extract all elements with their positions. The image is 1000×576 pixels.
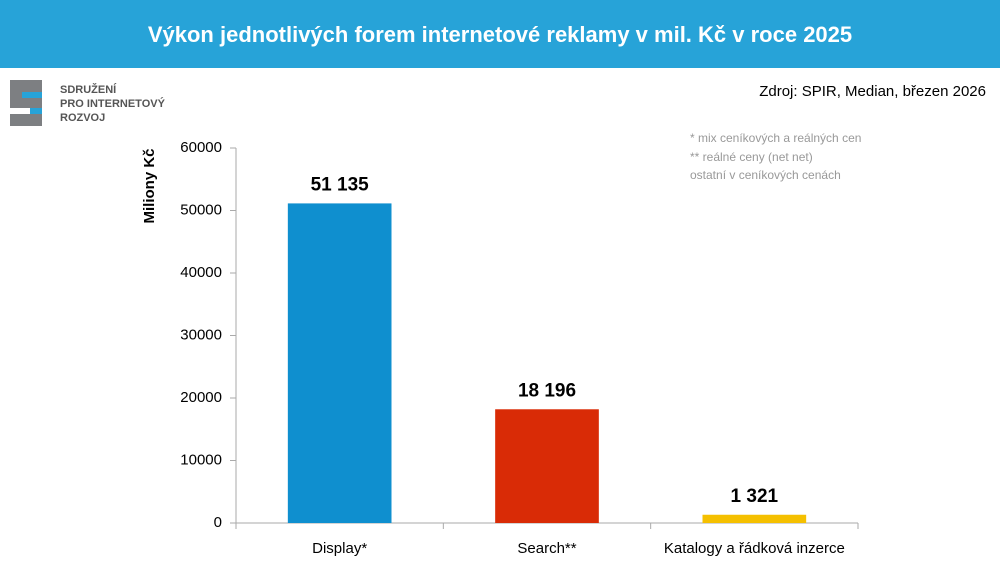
y-tick-label: 60000 [180, 139, 222, 156]
bar [495, 409, 599, 523]
y-axis-label: Miliony Kč [141, 148, 158, 223]
note: * mix ceníkových a reálných cen [690, 131, 861, 145]
x-tick-label: Katalogy a řádková inzerce [664, 540, 845, 557]
y-tick-label: 30000 [180, 326, 222, 343]
bar [287, 203, 392, 523]
logo-text: PRO INTERNETOVÝ [60, 97, 166, 110]
logo-text: ROZVOJ [60, 112, 105, 124]
value-label: 1 321 [731, 486, 779, 507]
bar [702, 514, 807, 523]
logo-text: SDRUŽENÍ [60, 83, 117, 96]
note: ** reálné ceny (net net) [690, 150, 813, 164]
y-tick-label: 50000 [180, 201, 222, 218]
chart-title: Výkon jednotlivých forem internetové rek… [148, 22, 852, 47]
y-tick-label: 10000 [180, 451, 222, 468]
value-label: 18 196 [518, 380, 576, 401]
header-bar [0, 0, 1000, 68]
source: Zdroj: SPIR, Median, březen 2026 [759, 83, 986, 100]
note: ostatní v ceníkových cenách [690, 168, 841, 182]
y-tick-label: 0 [214, 514, 222, 531]
value-label: 51 135 [311, 174, 370, 195]
x-tick-label: Display* [312, 540, 367, 557]
x-tick-label: Search** [517, 540, 576, 557]
y-tick-label: 20000 [180, 389, 222, 406]
y-tick-label: 40000 [180, 264, 222, 281]
logo: SDRUŽENÍ PRO INTERNETOVÝ ROZVOJ [10, 80, 166, 126]
